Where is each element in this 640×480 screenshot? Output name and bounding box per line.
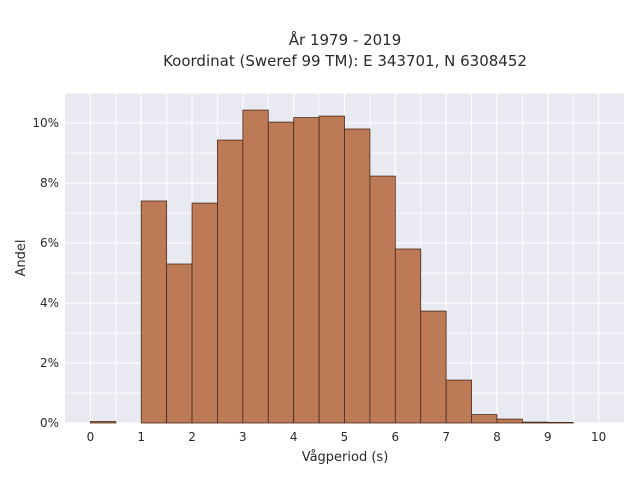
x-tick-label: 1: [137, 430, 145, 444]
x-tick-label: 7: [442, 430, 450, 444]
histogram-bar: [394, 248, 422, 424]
y-tick-label: 8%: [40, 176, 59, 190]
histogram-bar: [191, 202, 218, 424]
histogram-bar: [420, 310, 447, 424]
y-tick-label: 6%: [40, 236, 59, 250]
histogram-bar: [293, 117, 320, 424]
x-tick-label: 3: [239, 430, 247, 444]
x-tick-label: 4: [290, 430, 298, 444]
x-tick-label: 5: [341, 430, 349, 444]
histogram-bar: [90, 421, 117, 424]
x-tick-label: 2: [188, 430, 196, 444]
y-axis-ticks: 0% 2% 4% 6% 8% 10%: [32, 116, 59, 430]
x-axis-ticks: 0 1 2 3 4 5 6 7 8 9 10: [87, 430, 607, 444]
histogram-bar: [547, 421, 574, 424]
histogram-bar: [318, 115, 345, 424]
histogram-bar: [267, 121, 295, 424]
histogram-bar: [445, 379, 472, 424]
histogram-bar: [217, 139, 244, 424]
y-axis-label: Andel: [14, 240, 29, 277]
y-tick-label: 4%: [40, 296, 59, 310]
histogram-bar: [344, 128, 371, 424]
histogram-bar: [369, 175, 396, 424]
x-tick-label: 10: [591, 430, 606, 444]
histogram-bar: [166, 263, 193, 424]
histogram-bar: [140, 200, 168, 424]
bars-group: [90, 109, 574, 424]
x-tick-label: 9: [544, 430, 552, 444]
y-tick-label: 10%: [32, 116, 59, 130]
x-axis-label: Vågperiod (s): [302, 450, 389, 465]
chart-title-line2: Koordinat (Sweref 99 TM): E 343701, N 63…: [163, 52, 527, 70]
x-tick-label: 0: [87, 430, 95, 444]
y-tick-label: 2%: [40, 356, 59, 370]
histogram-bar: [521, 421, 549, 424]
histogram-bar: [471, 414, 498, 424]
x-tick-label: 6: [391, 430, 399, 444]
histogram-bar: [496, 418, 523, 424]
x-tick-label: 8: [493, 430, 501, 444]
histogram-bar: [242, 109, 269, 424]
y-tick-label: 0%: [40, 416, 59, 430]
chart-title-line1: År 1979 - 2019: [289, 30, 402, 49]
